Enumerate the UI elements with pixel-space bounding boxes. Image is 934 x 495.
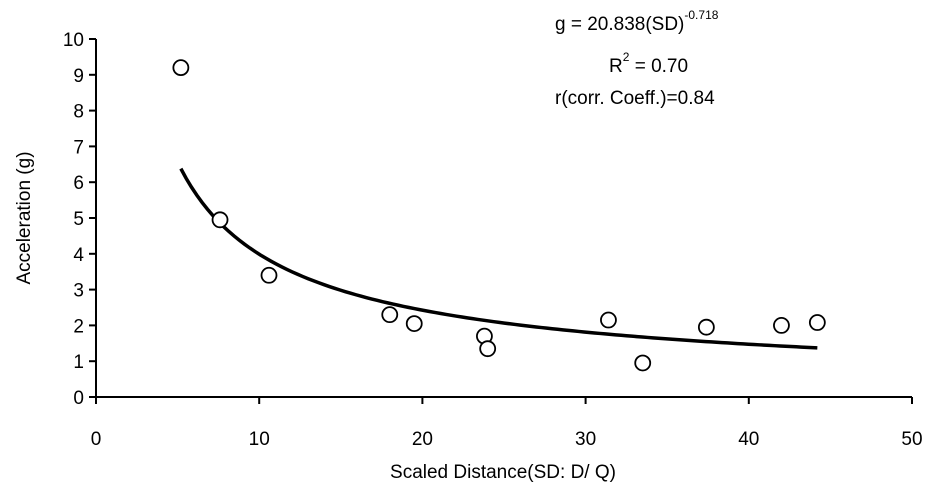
data-point: [808, 314, 826, 331]
y-tick-label: 5: [73, 209, 84, 230]
x-tick-label: 50: [901, 429, 922, 450]
r2-value: = 0.70: [629, 56, 688, 77]
data-point: [600, 311, 617, 329]
trendline-group: [179, 167, 818, 350]
x-axis-title: Scaled Distance(SD: D/ Q): [390, 462, 616, 483]
y-tick-label: 10: [63, 30, 84, 51]
data-point: [172, 59, 190, 77]
y-tick-label: 1: [73, 352, 84, 373]
x-tick-label: 20: [412, 429, 433, 450]
r2-superscript: 2: [623, 50, 630, 64]
x-tick-label: 10: [249, 429, 270, 450]
svg-text:g = 20.838(SD)-0.718: g = 20.838(SD)-0.718: [555, 8, 719, 35]
data-point: [211, 211, 229, 229]
y-tick-label: 8: [73, 102, 84, 123]
power-trendline: [179, 167, 818, 350]
y-tick-label: 7: [73, 137, 84, 158]
data-point: [479, 340, 497, 358]
y-axis-title: Acceleration (g): [14, 151, 35, 284]
svg-text:R2 = 0.70: R2 = 0.70: [609, 50, 688, 77]
data-point: [381, 306, 399, 324]
data-point: [773, 316, 790, 334]
y-tick-label: 9: [73, 66, 84, 87]
r2-label: R: [609, 56, 623, 77]
r-squared-annotation: R2 = 0.70: [609, 50, 688, 77]
data-point: [405, 315, 423, 333]
x-tick-label: 0: [91, 429, 102, 450]
x-axis: 0 10 20 30 40 50: [91, 396, 923, 450]
data-points: [172, 59, 826, 372]
correlation-annotation: r(corr. Coeff.)=0.84: [555, 88, 715, 109]
y-tick-label: 6: [73, 173, 84, 194]
data-point: [260, 266, 278, 284]
equation-exponent: -0.718: [684, 8, 718, 22]
y-tick-label: 0: [73, 388, 84, 409]
x-tick-label: 40: [738, 429, 759, 450]
y-axis: 0 1 2 3 4 5 6 7 8 9 10: [63, 30, 97, 409]
y-tick-label: 2: [73, 316, 84, 337]
data-point: [634, 354, 652, 372]
equation-annotation: g = 20.838(SD)-0.718: [555, 8, 719, 35]
equation-text: g = 20.838(SD): [555, 14, 684, 35]
y-tick-label: 4: [73, 245, 84, 266]
y-tick-label: 3: [73, 281, 84, 302]
data-point: [697, 318, 715, 336]
x-tick-label: 30: [575, 429, 596, 450]
